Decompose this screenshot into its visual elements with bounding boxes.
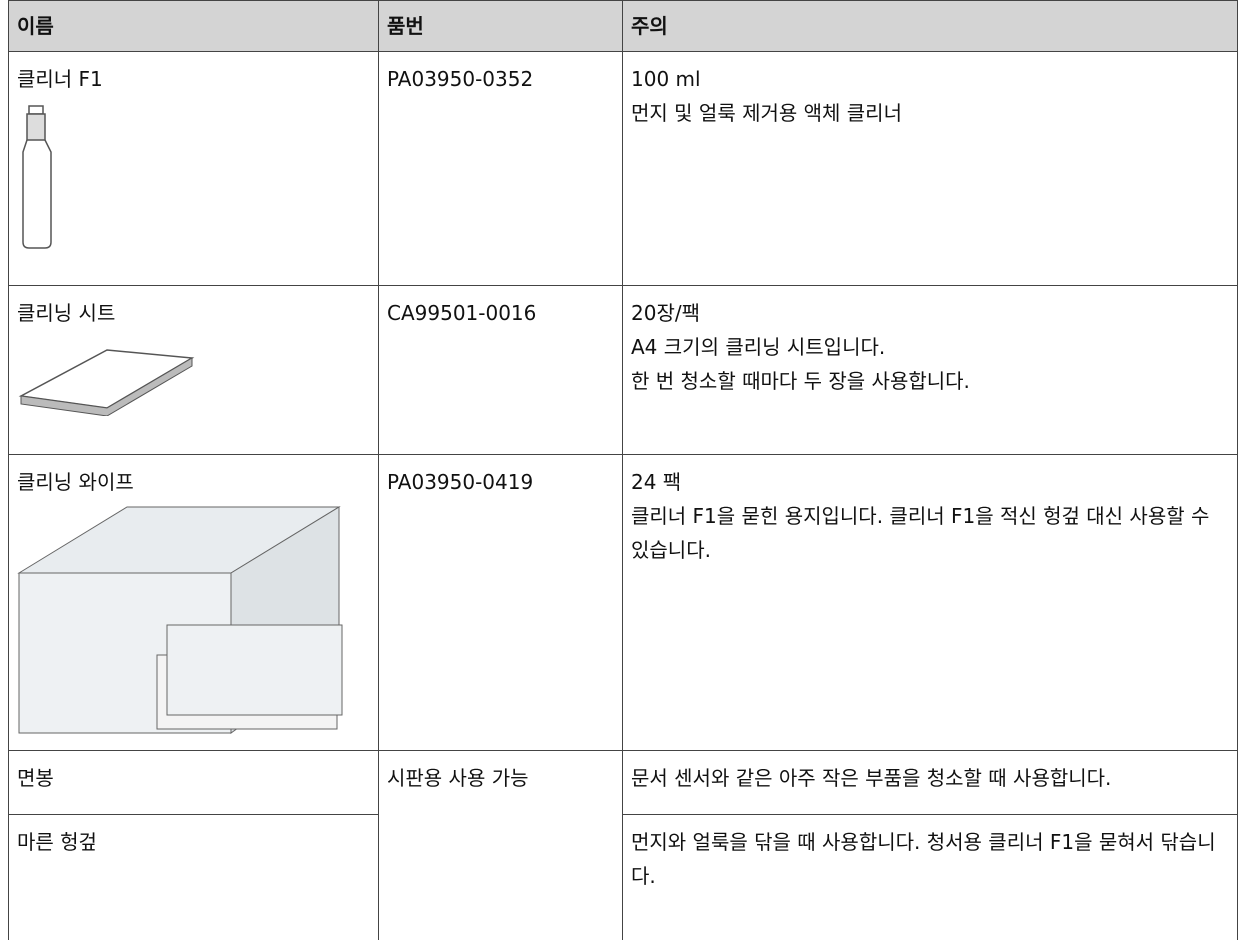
name: 마른 헝겊 [17, 830, 97, 854]
notes-cell: 문서 센서와 같은 아주 작은 부품을 청소할 때 사용합니다. [622, 750, 1238, 815]
name: 면봉 [17, 766, 54, 790]
note: 24 팩 [631, 470, 682, 494]
notes-cell: 24 팩 클리너 F1을 묻힌 용지입니다. 클리너 F1을 적신 헝겊 대신 … [622, 454, 1238, 751]
notes-cell: 20장/팩 A4 크기의 클리닝 시트입니다. 한 번 청소할 때마다 두 장을… [622, 285, 1238, 455]
bottle-icon [22, 105, 52, 249]
name: 클리닝 와이프 [17, 470, 134, 494]
row: 클리닝 와이프 PA03950-0419 24 팩 클리너 F1을 묻힌 용지입… [8, 454, 1238, 751]
name: 클리너 F1 [17, 67, 103, 91]
name-cell: 마른 헝겊 [8, 814, 379, 940]
name: 클리닝 시트 [17, 301, 116, 325]
supplies-table: 이름 품번 주의 클리너 F1 PA03950-0352 100 ml 먼지 및… [8, 0, 1238, 940]
notes-cell: 100 ml 먼지 및 얼룩 제거용 액체 클리너 [622, 51, 1238, 286]
name-cell: 면봉 [8, 750, 379, 815]
part-cell: CA99501-0016 [378, 285, 623, 455]
row: 면봉 시판용 사용 가능 문서 센서와 같은 아주 작은 부품을 청소할 때 사… [8, 750, 1238, 940]
notes-cell: 먼지와 얼룩을 닦을 때 사용합니다. 청서용 클리너 F1을 묻혀서 닦습니다… [622, 814, 1238, 940]
note: 먼지와 얼룩을 닦을 때 사용합니다. 청서용 클리너 F1을 묻혀서 닦습니다… [631, 830, 1216, 888]
header-cell: 이름 [8, 0, 379, 52]
note: 20장/팩 [631, 301, 700, 325]
header-row: 이름 품번 주의 [8, 0, 1238, 52]
note: 100 ml [631, 67, 701, 91]
part-cell: 시판용 사용 가능 [378, 750, 623, 940]
part-cell: PA03950-0419 [378, 454, 623, 751]
name-cell: 클리닝 시트 [8, 285, 379, 455]
part-cell: PA03950-0352 [378, 51, 623, 286]
note: A4 크기의 클리닝 시트입니다. [631, 335, 886, 359]
note: 클리너 F1을 묻힌 용지입니다. 클리너 F1을 적신 헝겊 대신 사용할 수… [631, 504, 1210, 562]
name-cell: 클리닝 와이프 [8, 454, 379, 751]
row: 마른 헝겊 먼지와 얼룩을 닦을 때 사용합니다. 청서용 클리너 F1을 묻혀… [8, 814, 1238, 940]
note: 문서 센서와 같은 아주 작은 부품을 청소할 때 사용합니다. [631, 766, 1112, 790]
wipes-icon [17, 506, 343, 734]
row: 클리닝 시트 CA99501-0016 20장/팩 A4 크기의 클리닝 시트입… [8, 285, 1238, 455]
note: 먼지 및 얼룩 제거용 액체 클리너 [631, 101, 902, 125]
header-cell: 품번 [378, 0, 623, 52]
header-cell: 주의 [622, 0, 1238, 52]
name-cell: 클리너 F1 [8, 51, 379, 286]
sheet-icon [18, 349, 195, 416]
note: 한 번 청소할 때마다 두 장을 사용합니다. [631, 369, 970, 393]
row: 클리너 F1 PA03950-0352 100 ml 먼지 및 얼룩 제거용 액… [8, 51, 1238, 286]
